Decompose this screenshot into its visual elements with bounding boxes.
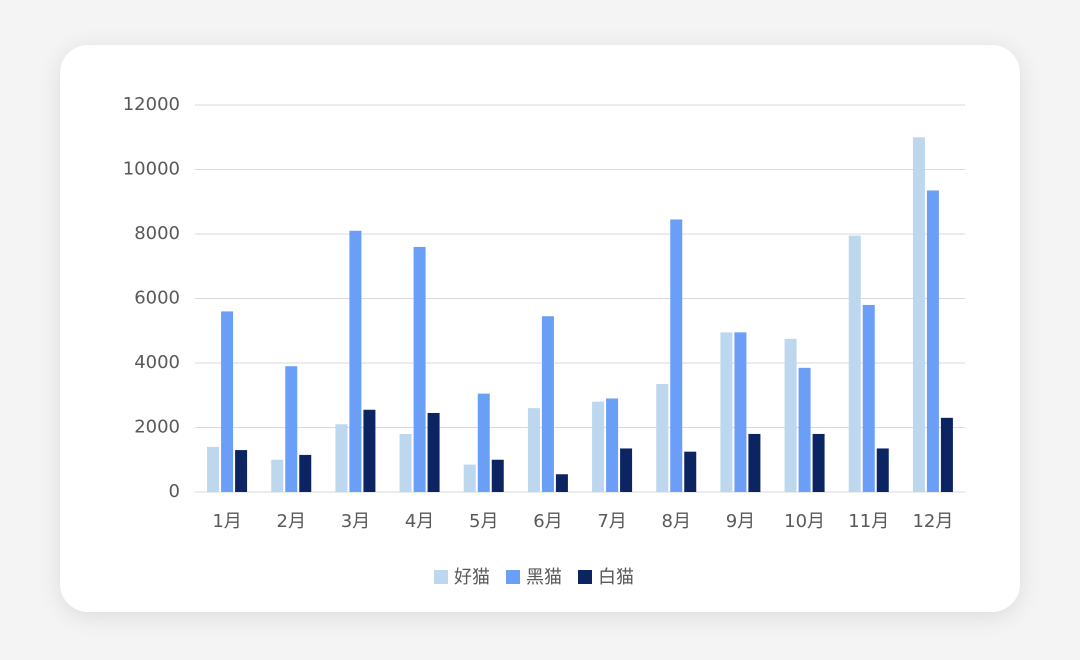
- bar: [299, 454, 312, 492]
- legend-label: 黑猫: [526, 567, 562, 588]
- y-tick-label: 6000: [134, 288, 180, 309]
- y-tick-label: 8000: [134, 223, 180, 244]
- y-tick-label: 4000: [134, 352, 180, 373]
- x-tick-label: 8月: [662, 511, 691, 532]
- x-tick-label: 4月: [405, 511, 434, 532]
- bar: [349, 230, 362, 492]
- x-tick-label: 5月: [469, 511, 498, 532]
- legend-swatch: [506, 570, 520, 584]
- bar: [848, 235, 861, 493]
- x-tick-label: 11月: [848, 511, 889, 532]
- legend-swatch: [434, 570, 448, 584]
- bar: [620, 448, 633, 492]
- bar: [555, 474, 568, 492]
- bar: [784, 338, 797, 492]
- bar: [527, 408, 540, 492]
- legend-label: 好猫: [454, 567, 490, 588]
- bar: [221, 311, 234, 492]
- bar: [606, 398, 619, 492]
- legend-swatch: [578, 570, 592, 584]
- legend-label: 白猫: [598, 567, 634, 588]
- bar: [427, 412, 440, 492]
- bar: [748, 433, 761, 492]
- bar: [541, 316, 554, 492]
- bar: [413, 246, 426, 492]
- bar: [670, 219, 683, 493]
- bar: [926, 190, 939, 492]
- x-tick-label: 3月: [341, 511, 370, 532]
- bar: [912, 137, 925, 492]
- bar: [363, 409, 376, 492]
- bar: [940, 417, 953, 492]
- x-tick-label: 2月: [277, 511, 306, 532]
- bar: [862, 304, 875, 492]
- x-tick-label: 7月: [597, 511, 626, 532]
- bar: [592, 401, 605, 492]
- bar: [491, 459, 504, 492]
- bar: [798, 367, 811, 492]
- x-tick-label: 9月: [726, 511, 755, 532]
- bar: [720, 332, 733, 492]
- bar: [684, 451, 697, 492]
- bar: [399, 433, 412, 492]
- x-tick-label: 6月: [533, 511, 562, 532]
- bar: [271, 459, 284, 492]
- bar: [734, 332, 747, 492]
- bar: [812, 433, 825, 492]
- bar: [463, 464, 476, 492]
- bar: [207, 446, 220, 492]
- x-tick-label: 10月: [784, 511, 825, 532]
- y-tick-label: 2000: [134, 417, 180, 438]
- x-tick-label: 12月: [912, 511, 953, 532]
- bar: [235, 450, 248, 492]
- bar: [876, 448, 889, 492]
- y-tick-label: 12000: [123, 94, 180, 115]
- x-tick-label: 1月: [212, 511, 241, 532]
- bar: [477, 393, 490, 492]
- bar: [656, 383, 669, 492]
- y-tick-label: 10000: [123, 159, 180, 180]
- y-tick-label: 0: [169, 481, 180, 502]
- bar: [335, 424, 348, 492]
- bar: [285, 366, 298, 492]
